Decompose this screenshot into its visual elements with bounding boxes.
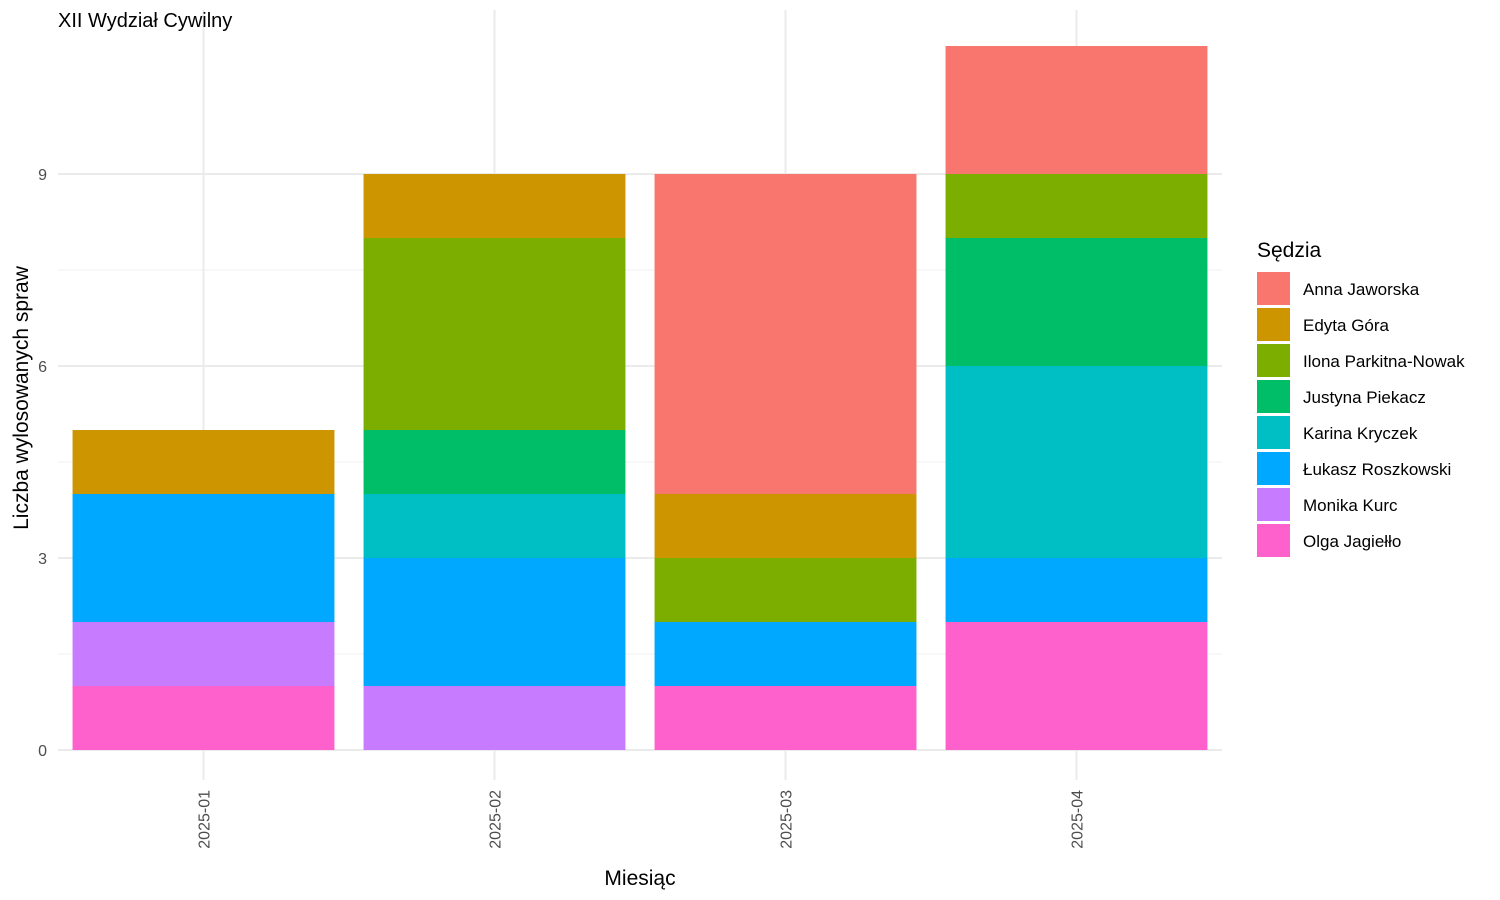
y-tick-label: 6 (38, 359, 47, 376)
x-tick-label: 2025-04 (1070, 790, 1087, 849)
legend-label: Justyna Piekacz (1303, 388, 1426, 407)
legend-key (1257, 416, 1290, 449)
bar-segment (72, 622, 335, 686)
x-tick-label: 2025-01 (197, 790, 214, 849)
legend-label: Olga Jagiełło (1303, 532, 1401, 551)
bar-segment (654, 558, 917, 622)
bar-segment (363, 494, 626, 558)
legend-label: Łukasz Roszkowski (1303, 460, 1451, 479)
chart-title: XII Wydział Cywilny (58, 10, 232, 32)
bar-segment (945, 46, 1208, 174)
legend-title: Sędzia (1257, 239, 1322, 262)
legend-key (1257, 524, 1290, 557)
bar-segment (72, 686, 335, 750)
y-tick-label: 9 (38, 167, 47, 184)
bar-segment (654, 622, 917, 686)
bar-segment (654, 494, 917, 558)
bar-segment (72, 494, 335, 622)
x-tick-label: 2025-02 (488, 790, 505, 849)
bar-segment (72, 430, 335, 494)
bar-segment (363, 238, 626, 430)
legend-label: Monika Kurc (1303, 496, 1398, 515)
y-tick-label: 3 (38, 551, 47, 568)
y-tick-label: 0 (38, 743, 47, 760)
legend-label: Edyta Góra (1303, 316, 1390, 335)
legend-items: Anna Jaworska Edyta Góra Ilona Parkitna-No… (1257, 272, 1465, 557)
bar-segment (363, 174, 626, 238)
legend-key (1257, 380, 1290, 413)
legend-key (1257, 308, 1290, 341)
bar-segment (363, 558, 626, 686)
bar-segment (945, 622, 1208, 750)
bars (72, 46, 1208, 750)
bar-segment (945, 366, 1208, 558)
legend-key (1257, 488, 1290, 521)
legend-label: Karina Kryczek (1303, 424, 1418, 443)
legend-key (1257, 452, 1290, 485)
legend-label: Ilona Parkitna-Nowak (1303, 352, 1465, 371)
legend-key (1257, 344, 1290, 377)
axes: 0 3 6 9 2025-01 2025-02 2025-03 2025-04 (38, 167, 1086, 849)
y-axis-title: Liczba wylosowanych spraw (10, 265, 33, 530)
bar-segment (945, 238, 1208, 366)
legend: Sędzia Anna Jaworska Edyta Góra Ilona Park… (1257, 239, 1465, 557)
bar-segment (945, 558, 1208, 622)
legend-label: Anna Jaworska (1303, 280, 1420, 299)
x-tick-label: 2025-03 (779, 790, 796, 849)
bar-segment (945, 174, 1208, 238)
legend-key (1257, 272, 1290, 305)
bar-segment (654, 686, 917, 750)
bar-segment (654, 174, 917, 494)
bar-segment (363, 430, 626, 494)
x-axis-title: Miesiąc (604, 867, 675, 890)
bar-segment (363, 686, 626, 750)
